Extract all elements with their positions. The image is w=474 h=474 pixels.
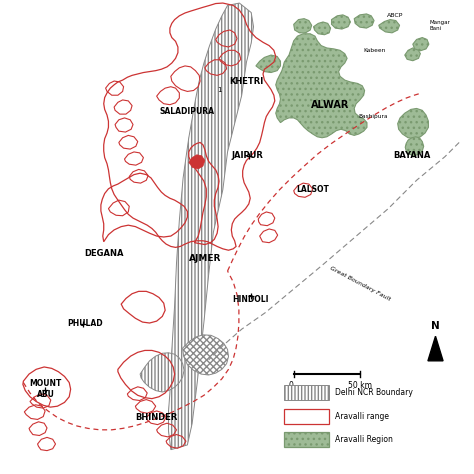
Text: N: N [431,320,440,330]
Text: Mangar
Bani: Mangar Bani [430,20,451,31]
Polygon shape [140,353,184,392]
Polygon shape [405,137,424,156]
Text: Kabeen: Kabeen [363,48,385,53]
Polygon shape [256,55,281,73]
Text: DEGANA: DEGANA [84,249,123,258]
Text: SALADIPURA: SALADIPURA [160,107,215,116]
Text: KHETRI: KHETRI [229,76,264,85]
Text: BAYANA: BAYANA [393,151,430,160]
Text: Bashipura: Bashipura [358,113,388,118]
Polygon shape [398,109,428,139]
Text: ABCP: ABCP [387,13,403,18]
Text: HINDOLI: HINDOLI [232,295,268,304]
Polygon shape [413,37,429,51]
Text: PHULAD: PHULAD [67,319,103,328]
Text: Delhi NCR Boundary: Delhi NCR Boundary [335,388,413,397]
Polygon shape [276,34,367,138]
Text: Aravalli range: Aravalli range [335,411,389,420]
Text: MOUNT
ABU: MOUNT ABU [29,380,62,399]
Polygon shape [182,335,228,375]
Text: BHINDER: BHINDER [136,413,178,422]
Polygon shape [331,15,350,29]
Text: 0: 0 [289,381,294,390]
Polygon shape [168,3,254,450]
Polygon shape [189,155,205,169]
Text: 50 km: 50 km [348,381,372,390]
Polygon shape [294,18,312,33]
Text: LALSOT: LALSOT [296,185,329,194]
Text: Great Boundary Fault: Great Boundary Fault [329,265,391,301]
Text: AJMER: AJMER [189,254,221,263]
Text: Aravalli Region: Aravalli Region [335,435,392,444]
Text: 1: 1 [217,88,221,93]
Polygon shape [405,48,420,61]
Polygon shape [354,14,374,28]
Text: JAIPUR: JAIPUR [231,151,264,160]
FancyBboxPatch shape [284,409,329,424]
FancyBboxPatch shape [284,385,329,400]
Polygon shape [314,22,330,35]
FancyBboxPatch shape [284,432,329,447]
Polygon shape [428,336,443,361]
Polygon shape [379,19,400,33]
Text: ALWAR: ALWAR [311,100,350,109]
